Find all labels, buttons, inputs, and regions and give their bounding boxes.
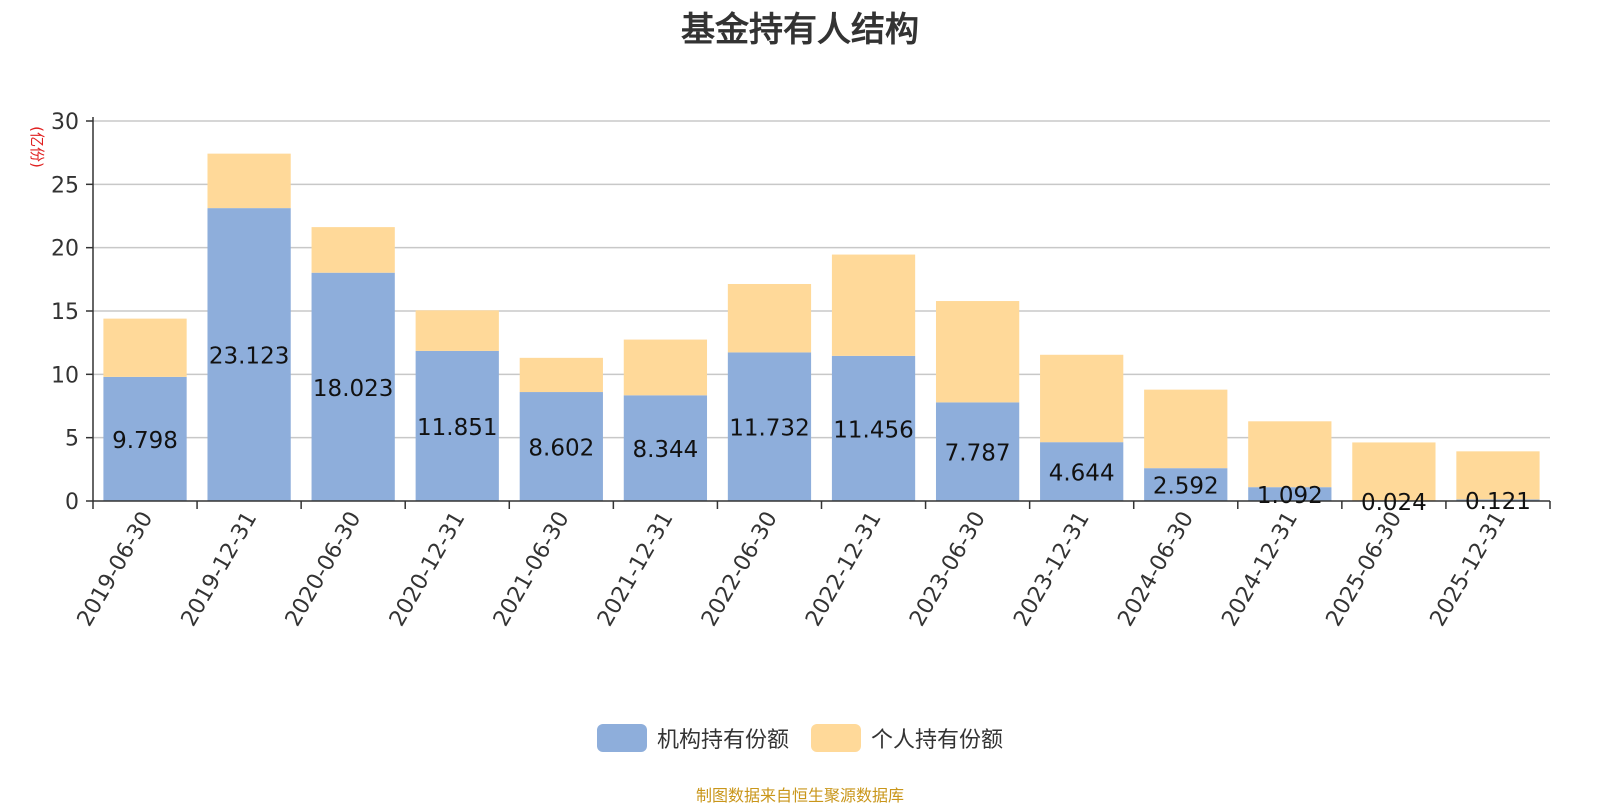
bar-individual [416, 310, 499, 351]
data-label: 23.123 [209, 344, 289, 370]
y-tick-label: 20 [51, 237, 79, 262]
x-tick-label: 2024-12-31 [1217, 508, 1303, 631]
source-note: 制图数据来自恒生聚源数据库 [0, 782, 1600, 806]
x-tick-label: 2025-12-31 [1426, 508, 1512, 631]
data-label: 0.024 [1361, 490, 1427, 516]
y-tick-label: 0 [65, 490, 79, 515]
data-label: 4.644 [1049, 461, 1115, 487]
bar-individual [624, 340, 707, 396]
data-label: 2.592 [1153, 474, 1219, 500]
legend-label: 个人持有份额 [871, 722, 1003, 754]
bar-individual [832, 255, 915, 356]
x-tick-label: 2019-06-30 [73, 508, 159, 631]
data-label: 18.023 [313, 376, 393, 402]
bar-individual [1144, 390, 1227, 469]
legend-swatch [811, 724, 861, 752]
y-tick-label: 25 [51, 173, 79, 198]
data-label: 8.344 [632, 437, 698, 463]
legend-item-individual[interactable]: 个人持有份额 [811, 722, 1003, 754]
y-tick-label: 10 [51, 363, 79, 388]
y-axis-unit-label: (亿份) [28, 126, 46, 168]
data-label: 9.798 [112, 428, 178, 454]
bar-individual [520, 358, 603, 392]
legend: 机构持有份额 个人持有份额 [0, 722, 1600, 754]
x-tick-label: 2021-06-30 [489, 508, 575, 631]
y-tick-label: 15 [51, 300, 79, 325]
data-label: 8.602 [528, 436, 594, 462]
bar-individual [1248, 421, 1331, 487]
y-tick-label: 5 [65, 427, 79, 452]
x-tick-label: 2023-12-31 [1009, 508, 1095, 631]
bar-individual [728, 284, 811, 352]
x-tick-label: 2021-12-31 [593, 508, 679, 631]
data-label: 1.092 [1257, 483, 1323, 509]
x-tick-label: 2025-06-30 [1322, 508, 1408, 631]
legend-label: 机构持有份额 [657, 722, 789, 754]
x-tick-label: 2022-06-30 [697, 508, 783, 631]
bar-individual [103, 319, 186, 377]
data-label: 0.121 [1465, 489, 1531, 515]
x-tick-label: 2024-06-30 [1113, 508, 1199, 631]
bar-individual [936, 301, 1019, 402]
legend-item-institutional[interactable]: 机构持有份额 [597, 722, 789, 754]
bar-individual [207, 154, 290, 208]
data-label: 11.851 [417, 415, 497, 441]
legend-swatch [597, 724, 647, 752]
x-tick-label: 2022-12-31 [801, 508, 887, 631]
data-label: 11.456 [833, 417, 913, 443]
data-label: 11.732 [729, 416, 809, 442]
x-tick-label: 2023-06-30 [905, 508, 991, 631]
bars [103, 154, 1539, 501]
bar-individual [1040, 355, 1123, 442]
x-tick-label: 2020-12-31 [385, 508, 471, 631]
data-label: 7.787 [945, 441, 1011, 467]
x-tick-label: 2019-12-31 [177, 508, 263, 631]
bar-individual [312, 227, 395, 273]
x-tick-label: 2020-06-30 [281, 508, 367, 631]
y-tick-label: 30 [51, 110, 79, 135]
